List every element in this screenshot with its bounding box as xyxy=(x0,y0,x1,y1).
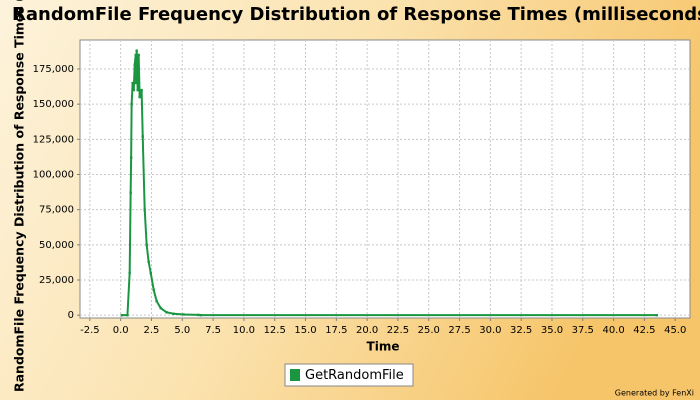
point xyxy=(133,63,136,66)
legend-box xyxy=(284,363,414,387)
point xyxy=(165,311,168,314)
point xyxy=(152,288,155,292)
point xyxy=(129,191,132,194)
x-tick-label: 32.5 xyxy=(510,325,532,336)
y-tick-label: 75,000 xyxy=(39,205,74,216)
point xyxy=(197,313,200,317)
y-tick-label: 100,000 xyxy=(33,169,74,180)
x-axis-label: Time xyxy=(367,340,400,354)
x-tick-label: 15.0 xyxy=(294,325,316,336)
point xyxy=(129,156,133,159)
point xyxy=(136,88,139,92)
legend-label: GetRandomFile xyxy=(305,368,404,383)
point xyxy=(182,313,185,316)
point xyxy=(120,313,124,317)
y-tick-label: 125,000 xyxy=(33,134,74,145)
point xyxy=(135,49,138,52)
chart-title: RandomFile Frequency Distribution of Res… xyxy=(12,4,700,25)
x-tick-label: 0.0 xyxy=(113,325,129,336)
point xyxy=(137,53,140,57)
point xyxy=(141,135,144,138)
x-tick-label: 12.5 xyxy=(264,325,286,336)
x-tick-label: 30.0 xyxy=(479,325,501,336)
x-tick-label: 42.5 xyxy=(633,325,655,336)
point xyxy=(128,271,131,275)
point xyxy=(147,260,150,263)
point xyxy=(134,53,137,57)
point xyxy=(155,299,158,303)
point xyxy=(145,243,148,247)
point xyxy=(199,313,202,317)
x-tick-label: 17.5 xyxy=(325,325,347,336)
x-tick-label: 22.5 xyxy=(387,325,409,336)
y-tick-label: 150,000 xyxy=(33,99,74,110)
x-tick-label: 45.0 xyxy=(664,325,686,336)
plot-area xyxy=(79,39,691,319)
y-tick-label: 25,000 xyxy=(39,275,74,286)
point xyxy=(159,306,162,310)
point xyxy=(143,208,146,211)
x-tick-label: 7.5 xyxy=(205,325,221,336)
point xyxy=(134,81,138,85)
x-tick-label: 40.0 xyxy=(602,325,624,336)
x-tick-label: 27.5 xyxy=(448,325,470,336)
legend: GetRandomFile xyxy=(284,363,414,387)
credit: Generated by FenXi xyxy=(615,389,694,398)
y-tick-label: 175,000 xyxy=(33,64,74,75)
x-tick-label: 25.0 xyxy=(418,325,440,336)
point xyxy=(132,88,135,92)
y-tick-label: 50,000 xyxy=(39,240,74,251)
point xyxy=(655,313,658,317)
point xyxy=(140,88,143,92)
point xyxy=(130,102,133,106)
x-tick-label: 20.0 xyxy=(356,325,378,336)
x-tick-label: 37.5 xyxy=(572,325,594,336)
x-tick-label: 2.5 xyxy=(144,325,160,336)
x-tick-label: 35.0 xyxy=(541,325,563,336)
point xyxy=(126,313,129,317)
x-tick-label: -2.5 xyxy=(80,325,100,336)
x-tick-label: 5.0 xyxy=(174,325,190,336)
point xyxy=(138,95,141,99)
point xyxy=(149,271,152,275)
y-axis-label: RandomFile Frequency Distribution of Res… xyxy=(12,0,27,392)
x-tick-label: 10.0 xyxy=(233,325,255,336)
y-tick-label: 0 xyxy=(68,310,74,321)
legend-swatch xyxy=(290,369,300,381)
point xyxy=(131,81,134,85)
series xyxy=(120,49,658,317)
point xyxy=(172,312,175,315)
